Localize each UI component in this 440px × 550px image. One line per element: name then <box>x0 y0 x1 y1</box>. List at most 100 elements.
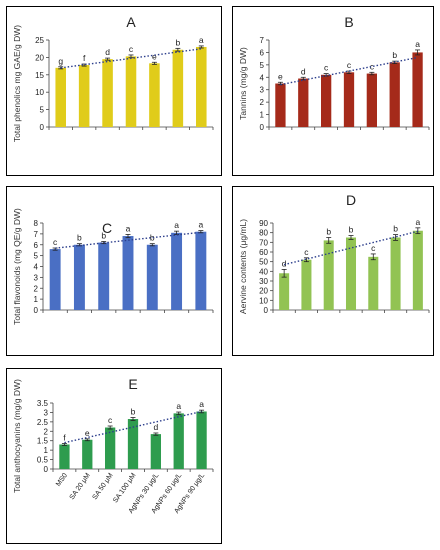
chart-panel-e: E 0 0.5 1 1.5 2 2.5 3 3.5 Total anthocyanins (mg/… <box>6 368 222 544</box>
y-tick-label: 25 <box>35 36 44 45</box>
y-tick-label: 30 <box>259 277 268 286</box>
y-tick-label: 6 <box>260 48 265 57</box>
bar <box>59 444 70 469</box>
panel-letter: A <box>126 14 136 30</box>
bar <box>279 273 290 310</box>
significance-letter: b <box>175 37 180 47</box>
y-tick-label: 3 <box>44 408 49 417</box>
y-tick-label: 50 <box>259 258 268 267</box>
trendline <box>64 410 202 444</box>
y-tick-label: 20 <box>35 53 44 62</box>
chart-a-svg: A 0 5 10 15 20 25 Total phenolics mg GAE/g DW) g… <box>12 14 214 142</box>
bar <box>368 256 379 310</box>
significance-letter: a <box>199 35 204 45</box>
significance-letter: d <box>105 47 110 57</box>
y-tick-label: 7 <box>260 36 265 45</box>
bar <box>150 434 161 469</box>
y-axis-title: Aervine contents (μg/mL) <box>238 219 248 314</box>
chart-panel-b: B 0 1 2 3 4 5 6 7 Tannins (mg/g DW) e d c c c b a <box>232 6 434 176</box>
significance-letter: a <box>176 401 181 411</box>
y-axis-title: Total flavonoids (mg QE/g DW) <box>12 208 22 325</box>
significance-letter: c <box>304 247 309 257</box>
bar <box>298 78 309 127</box>
y-axis-title: Total phenolics mg GAE/g DW) <box>12 25 22 142</box>
y-tick-label: 0.5 <box>37 456 49 465</box>
y-tick-label: 7 <box>34 230 39 239</box>
significance-letter: b <box>131 407 136 417</box>
significance-letter: e <box>278 71 283 81</box>
y-tick-label: 80 <box>259 229 268 238</box>
y-tick-label: 2 <box>34 284 39 293</box>
bar <box>173 413 184 469</box>
significance-letter: c <box>129 44 134 54</box>
y-tick-label: 2 <box>260 98 265 107</box>
significance-letter: g <box>58 56 63 66</box>
bar <box>196 411 207 469</box>
significance-letter: c <box>370 61 375 71</box>
significance-letter: e <box>152 51 157 61</box>
y-tick-label: 0 <box>40 123 45 132</box>
y-tick-label: 20 <box>259 287 268 296</box>
y-tick-label: 70 <box>259 238 268 247</box>
y-tick-label: 6 <box>34 241 39 250</box>
bar <box>172 49 184 127</box>
y-tick-label: 5 <box>34 252 39 261</box>
significance-letter: c <box>347 60 352 70</box>
chart-panel-a: A 0 5 10 15 20 25 Total phenolics mg GAE/g DW) g… <box>6 6 222 176</box>
y-tick-label: 90 <box>259 219 268 228</box>
significance-letter: d <box>301 66 306 76</box>
y-tick-label: 1.5 <box>37 437 49 446</box>
bar <box>149 63 160 127</box>
significance-letter: b <box>101 230 106 240</box>
chart-b-svg: B 0 1 2 3 4 5 6 7 Tannins (mg/g DW) e d c c c b a <box>238 14 430 132</box>
bar <box>412 230 423 310</box>
significance-letter: a <box>415 39 420 49</box>
significance-letter: b <box>77 233 82 243</box>
significance-letter: f <box>83 53 86 63</box>
chart-c-svg: C 0 1 2 34 5 6 7 8 Total flavonoids (mg QE/g DW) c… <box>12 208 214 325</box>
bar <box>275 83 286 127</box>
y-axis-title: Total anthocyanins (mg/g DW) <box>12 379 22 493</box>
y-tick-label: 0 <box>34 306 39 315</box>
significance-letter: e <box>85 428 90 438</box>
y-axis-title: Tannins (mg/g DW) <box>238 47 248 120</box>
y-tick-label: 3 <box>34 273 39 282</box>
y-tick-label: 1 <box>260 111 265 120</box>
bar <box>343 72 355 127</box>
bar <box>102 59 113 127</box>
bar <box>98 242 110 310</box>
y-tick-label: 3 <box>260 86 265 95</box>
bar <box>321 74 332 127</box>
bar <box>73 244 85 310</box>
y-tick-label: 1 <box>44 446 49 455</box>
chart-panel-c: C 0 1 2 3 4 5 6 7 8 Total flavonoids (mg QE/g DW) c… <box>6 186 222 356</box>
significance-letter: a <box>199 399 204 409</box>
y-tick-label: 15 <box>35 71 44 80</box>
bar <box>345 237 357 310</box>
bar <box>55 67 66 127</box>
panel-letter: C <box>102 220 112 236</box>
significance-letter: c <box>108 415 113 425</box>
y-tick-label: 2 <box>44 427 49 436</box>
bar <box>171 232 183 310</box>
significance-letter: c <box>53 237 58 247</box>
significance-letter: d <box>282 258 287 268</box>
y-tick-label: 0 <box>260 123 265 132</box>
significance-letter: b <box>150 233 155 243</box>
significance-letter: c <box>371 243 376 253</box>
bar <box>127 419 139 469</box>
chart-panel-d: D 0 10 20 30 40 50 60 70 80 90 Aervine contents (μg… <box>232 186 434 356</box>
bar <box>196 46 207 127</box>
y-tick-label: 2.5 <box>37 418 49 427</box>
bar <box>146 244 158 310</box>
significance-letter: b <box>392 50 397 60</box>
bar <box>195 231 207 310</box>
significance-letter: a <box>415 217 420 227</box>
bar <box>412 52 423 127</box>
bar <box>125 56 137 127</box>
significance-letter: a <box>174 220 179 230</box>
y-tick-label: 4 <box>260 73 265 82</box>
y-tick-label: 5 <box>40 106 45 115</box>
y-tick-label: 1 <box>34 295 39 304</box>
